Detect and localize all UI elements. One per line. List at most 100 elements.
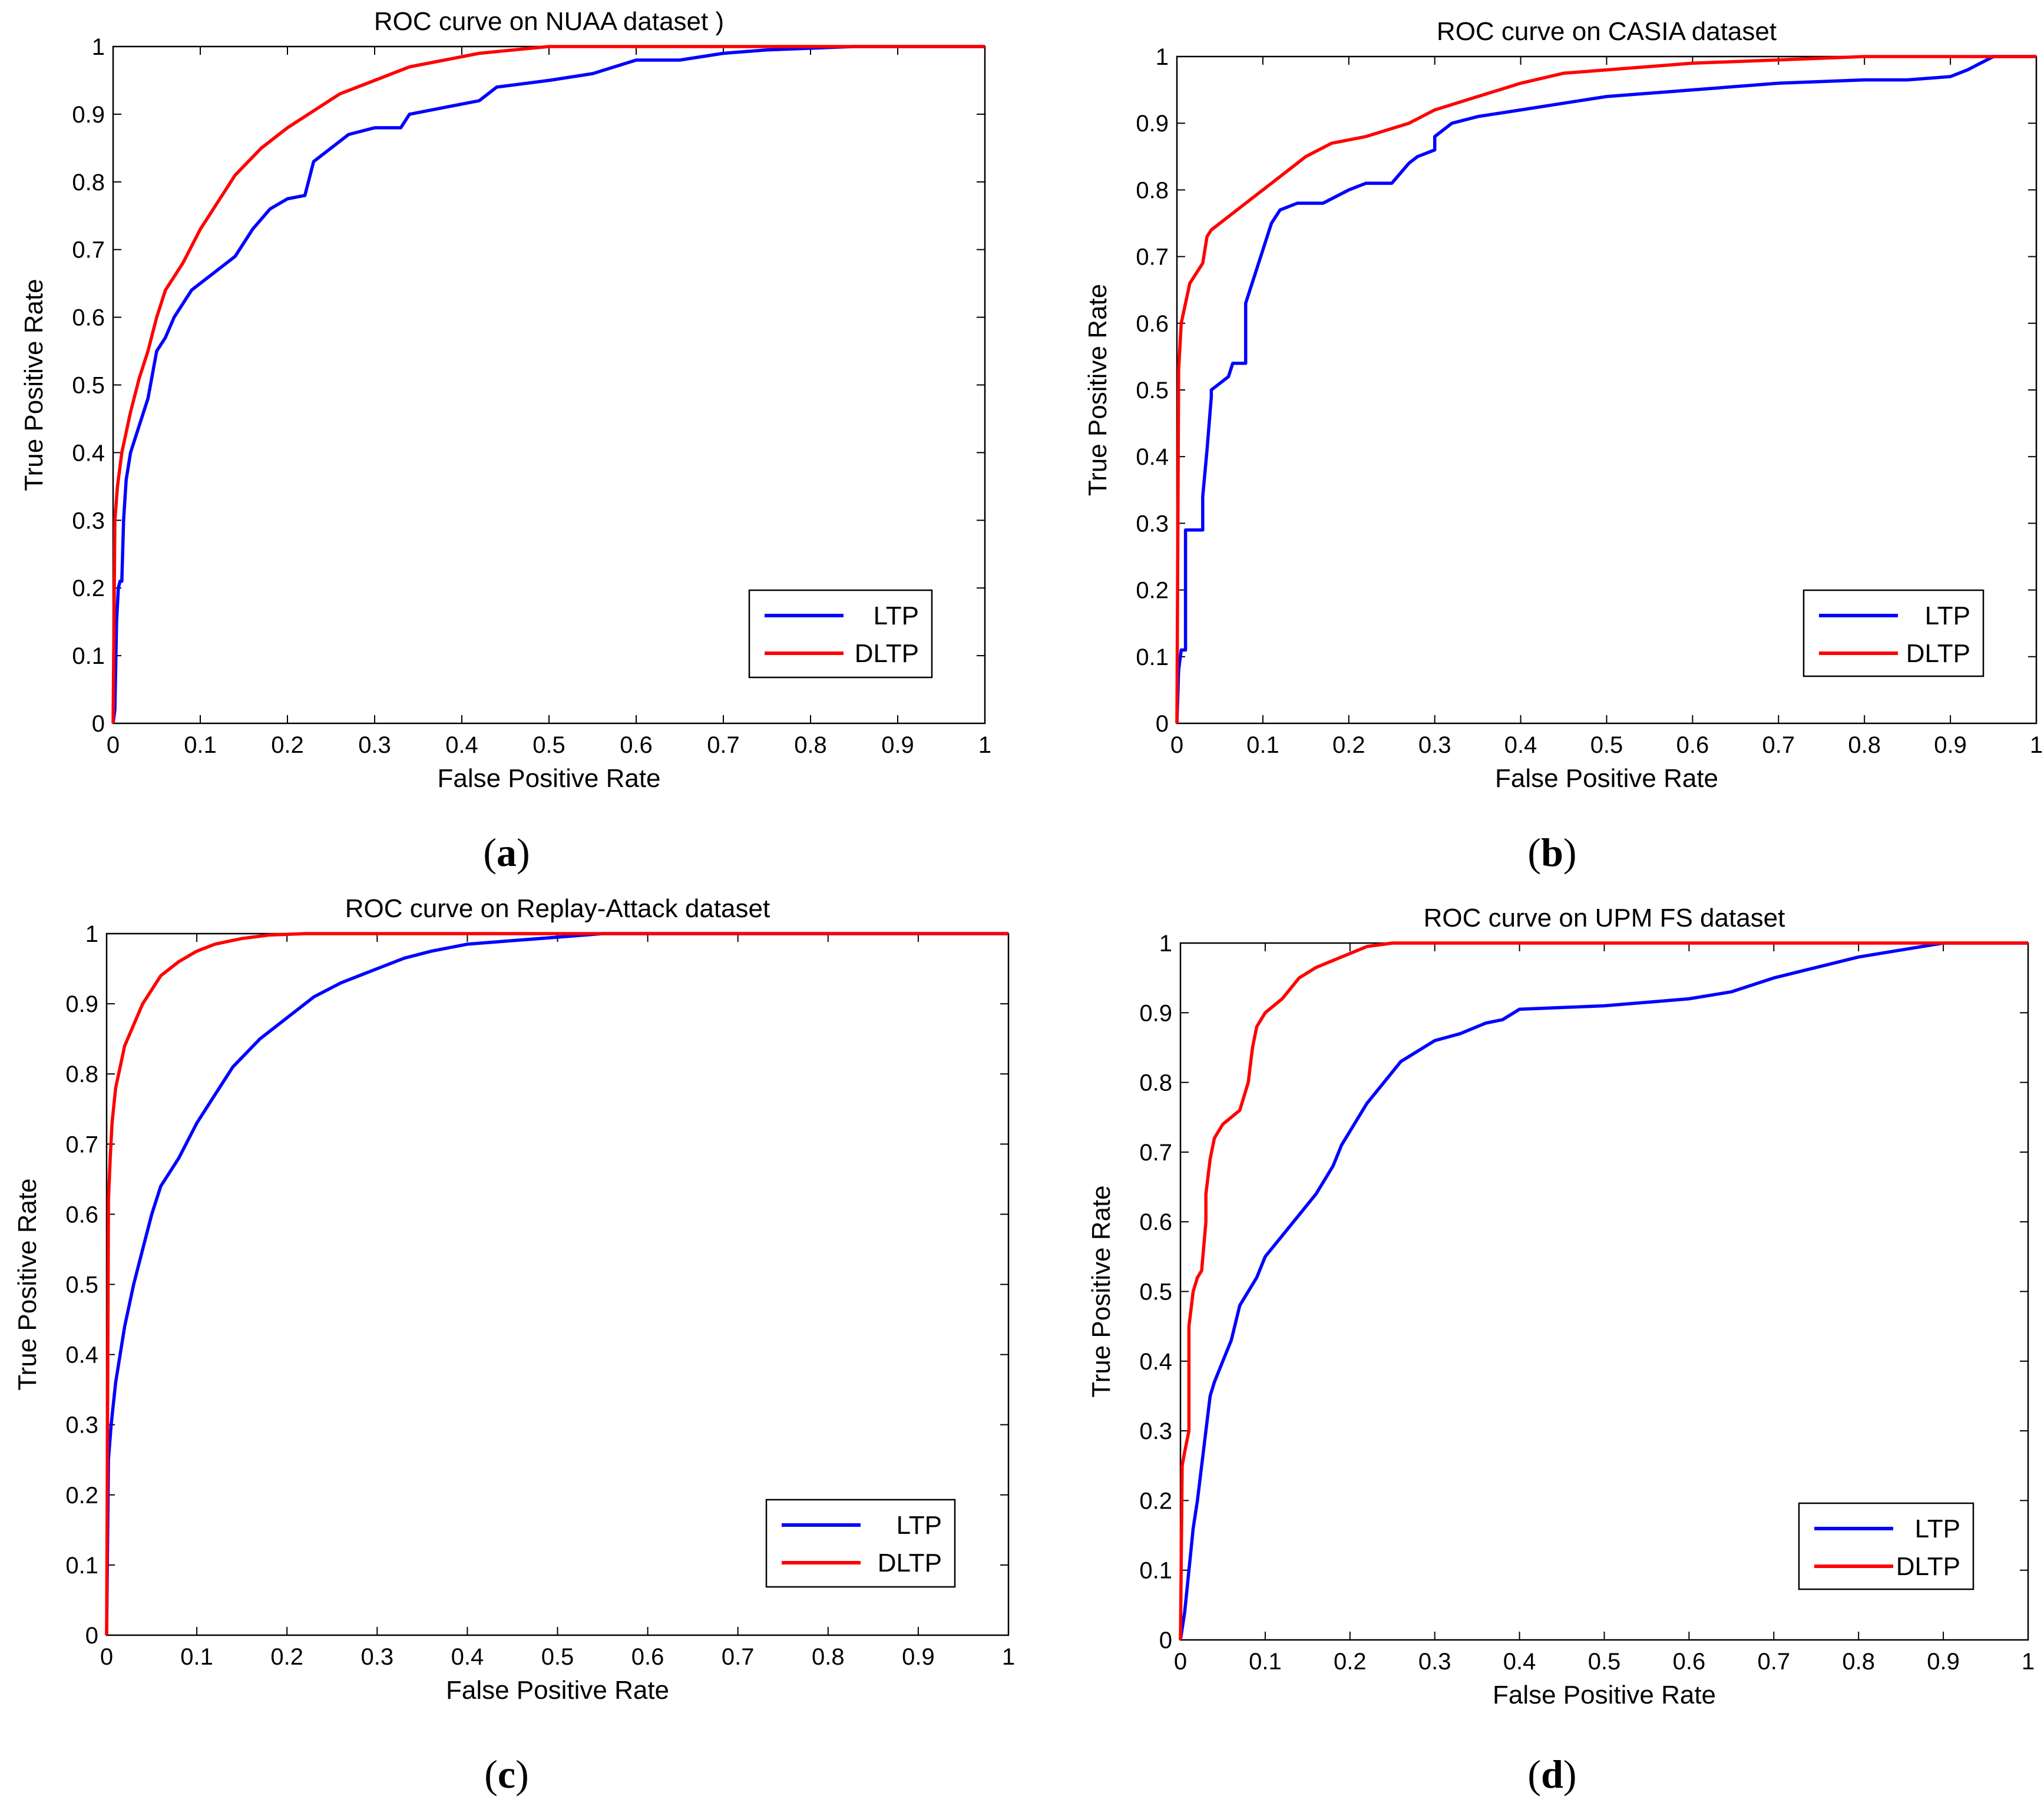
x-tick-label: 1 — [2030, 732, 2043, 758]
y-tick-label: 0.5 — [1139, 1279, 1172, 1305]
x-tick-label: 0.9 — [1934, 732, 1967, 758]
y-tick-label: 0.4 — [65, 1342, 98, 1368]
y-tick-label: 0.9 — [1139, 1000, 1172, 1026]
x-tick-label: 0.7 — [1757, 1649, 1790, 1675]
y-tick-label: 0.3 — [72, 508, 105, 534]
y-tick-label: 0.8 — [1139, 1070, 1172, 1096]
series-line-dltp — [111, 45, 985, 724]
y-tick-label: 0.4 — [1136, 444, 1169, 470]
x-axis-label: False Positive Rate — [437, 764, 660, 793]
y-tick-label: 1 — [1159, 931, 1172, 957]
y-tick-label: 0.3 — [1139, 1418, 1172, 1444]
x-tick-label: 0.8 — [1842, 1649, 1875, 1675]
y-tick-label: 0.7 — [72, 237, 105, 263]
x-tick-label: 0.5 — [541, 1644, 574, 1670]
series-line-ltp — [1175, 55, 2036, 724]
legend: LTP DLTP — [1798, 1502, 1974, 1590]
y-tick-label: 1 — [85, 921, 98, 947]
x-tick-label: 0.3 — [360, 1644, 393, 1670]
legend-label-dltp: DLTP — [855, 639, 919, 668]
chart-title: ROC curve on CASIA dataset — [1437, 17, 1777, 46]
legend-box — [1798, 1502, 1974, 1590]
x-tick-label: 0.8 — [812, 1644, 845, 1670]
x-tick-label: 0.2 — [1334, 1649, 1367, 1675]
x-tick-label: 0.1 — [180, 1644, 213, 1670]
x-tick-label: 0.6 — [1673, 1649, 1706, 1675]
x-tick-label: 0 — [1174, 1649, 1187, 1675]
legend-label-ltp: LTP — [874, 601, 919, 630]
x-tick-label: 0.8 — [1848, 732, 1881, 758]
legend-label-ltp: LTP — [1925, 601, 1970, 630]
y-tick-label: 0.2 — [1139, 1488, 1172, 1514]
chart-panel-d: ROC curve on UPM FS dataset 0 0.1 0.2 0.3 0.4… — [1087, 904, 2035, 1797]
y-tick-label: 0.1 — [1136, 644, 1169, 670]
y-tick-label: 0 — [1159, 1628, 1172, 1653]
legend-label-dltp: DLTP — [1906, 639, 1970, 668]
y-tick-label: 0 — [92, 711, 105, 737]
y-tick-label: 0.6 — [65, 1202, 98, 1228]
x-tick-label: 0.6 — [620, 732, 653, 758]
series-line-dltp — [1175, 55, 2036, 724]
y-axis-label: True Positive Rate — [13, 1178, 42, 1390]
series-line-dltp — [105, 932, 1008, 1636]
x-tick-label: 0.9 — [1927, 1649, 1960, 1675]
x-tick-label: 0.1 — [1246, 732, 1279, 758]
y-tick-label: 0.9 — [1136, 111, 1169, 137]
x-tick-label: 0.9 — [881, 732, 914, 758]
chart-panel-c: ROC curve on Replay-Attack dataset 0 0.1 0.… — [13, 894, 1015, 1797]
legend-box — [748, 589, 933, 679]
x-tick-label: 0.5 — [1590, 732, 1623, 758]
y-tick-label: 0.7 — [1139, 1140, 1172, 1166]
y-tick-label: 0.2 — [1136, 578, 1169, 604]
x-tick-label: 1 — [978, 732, 991, 758]
x-tick-label: 0.1 — [184, 732, 217, 758]
series-line-ltp — [1179, 941, 2028, 1640]
y-tick-label: 0.1 — [72, 643, 105, 669]
x-tick-label: 0.3 — [358, 732, 391, 758]
x-tick-label: 0.2 — [270, 1644, 303, 1670]
x-tick-label: 0.6 — [631, 1644, 664, 1670]
y-tick-label: 0.6 — [1139, 1209, 1172, 1235]
y-tick-label: 0.3 — [65, 1413, 98, 1438]
x-axis-label: False Positive Rate — [446, 1676, 669, 1705]
series-line-dltp — [1179, 941, 2028, 1640]
panel-caption: (d) — [1527, 1752, 1576, 1797]
chart-title: ROC curve on UPM FS dataset — [1424, 904, 1785, 932]
x-axis-label: False Positive Rate — [1493, 1681, 1716, 1709]
x-tick-label: 0.4 — [445, 732, 478, 758]
y-tick-label: 0.3 — [1136, 511, 1169, 537]
y-tick-label: 0.1 — [1139, 1558, 1172, 1584]
y-tick-label: 1 — [1156, 44, 1169, 70]
legend: LTP DLTP — [765, 1499, 956, 1588]
panel-caption: (c) — [484, 1752, 529, 1797]
y-tick-label: 0.9 — [72, 102, 105, 128]
legend-label-ltp: LTP — [897, 1511, 942, 1540]
x-tick-label: 0.7 — [707, 732, 740, 758]
y-axis-label: True Positive Rate — [19, 279, 48, 491]
y-axis-label: True Positive Rate — [1087, 1185, 1116, 1397]
legend-label-dltp: DLTP — [878, 1549, 942, 1577]
x-tick-label: 0.8 — [794, 732, 827, 758]
x-tick-label: 0.3 — [1418, 732, 1451, 758]
legend-box — [1802, 589, 1985, 677]
y-tick-label: 0.7 — [65, 1132, 98, 1157]
chart-title: ROC curve on NUAA dataset ) — [374, 7, 724, 36]
y-tick-label: 0.5 — [72, 373, 105, 399]
y-tick-label: 0.5 — [1136, 378, 1169, 403]
y-tick-label: 0 — [1156, 711, 1169, 737]
legend: LTP DLTP — [748, 589, 933, 679]
y-tick-label: 0.8 — [1136, 177, 1169, 203]
x-tick-label: 0 — [100, 1644, 113, 1670]
y-tick-label: 0.5 — [65, 1272, 98, 1298]
legend-box — [765, 1499, 956, 1588]
y-tick-label: 0.2 — [72, 575, 105, 601]
x-tick-label: 0.5 — [1588, 1649, 1621, 1675]
legend-label-ltp: LTP — [1915, 1514, 1960, 1543]
x-tick-label: 1 — [2022, 1649, 2035, 1675]
y-tick-label: 0.9 — [65, 991, 98, 1017]
y-tick-label: 0.1 — [65, 1553, 98, 1579]
y-tick-label: 0.2 — [65, 1483, 98, 1509]
x-tick-label: 0.2 — [1332, 732, 1365, 758]
x-tick-label: 0 — [1170, 732, 1183, 758]
